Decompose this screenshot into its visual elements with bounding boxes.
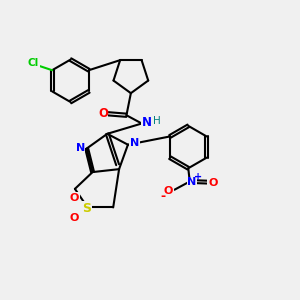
Text: S: S (82, 202, 91, 214)
Text: O: O (70, 193, 79, 203)
Text: N: N (76, 143, 85, 153)
Text: O: O (70, 213, 79, 223)
Text: N: N (130, 138, 139, 148)
Text: O: O (208, 178, 218, 188)
Text: O: O (164, 186, 173, 196)
Text: N: N (187, 177, 196, 187)
Text: H: H (153, 116, 160, 126)
Text: -: - (161, 190, 166, 203)
Text: Cl: Cl (28, 58, 39, 68)
Text: O: O (98, 107, 108, 120)
Text: N: N (142, 116, 152, 128)
Text: +: + (194, 172, 202, 182)
